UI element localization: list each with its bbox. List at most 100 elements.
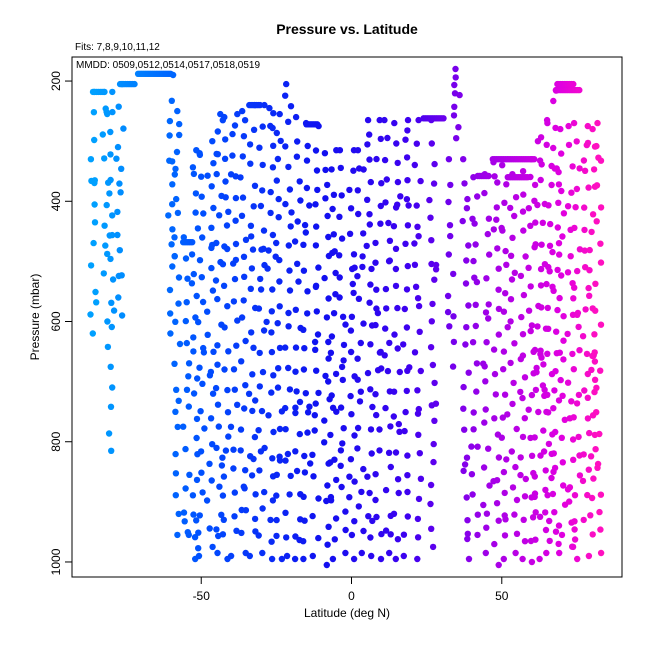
- data-point: [545, 409, 552, 416]
- data-point: [185, 373, 192, 380]
- data-point: [294, 260, 301, 267]
- data-point: [118, 312, 126, 319]
- data-point: [283, 534, 290, 541]
- data-point: [241, 117, 249, 124]
- data-point: [176, 340, 184, 348]
- data-point: [372, 471, 379, 478]
- data-point: [195, 529, 202, 536]
- data-point: [558, 272, 565, 279]
- data-point: [255, 532, 262, 539]
- data-point: [402, 240, 409, 247]
- data-point: [564, 379, 572, 386]
- data-point: [88, 177, 95, 185]
- data-point: [450, 338, 458, 346]
- data-point: [309, 512, 316, 520]
- data-point: [174, 423, 181, 431]
- data-point: [166, 117, 174, 125]
- data-point: [302, 229, 309, 236]
- data-point: [483, 339, 490, 346]
- data-point: [537, 282, 545, 289]
- data-point: [193, 415, 201, 423]
- data-point: [276, 303, 283, 310]
- data-point: [182, 317, 189, 325]
- data-point: [357, 388, 364, 395]
- data-point: [347, 327, 355, 334]
- data-point: [99, 131, 107, 138]
- data-point: [339, 313, 347, 320]
- data-point: [584, 491, 591, 499]
- data-point: [185, 403, 192, 410]
- data-point: [546, 268, 553, 275]
- data-point: [176, 120, 183, 128]
- data-point: [531, 156, 538, 163]
- data-point: [568, 189, 575, 196]
- data-point: [542, 486, 549, 494]
- data-point: [456, 91, 463, 99]
- data-point: [491, 415, 498, 422]
- data-point: [593, 384, 600, 391]
- data-point: [203, 497, 211, 504]
- data-point: [366, 211, 373, 218]
- data-point: [268, 308, 275, 315]
- data-point: [222, 136, 229, 143]
- data-point: [597, 491, 605, 498]
- y-axis-label: Pressure (mbar): [28, 274, 42, 361]
- data-point: [314, 121, 321, 128]
- data-point: [292, 404, 299, 411]
- data-point: [337, 164, 344, 172]
- data-point: [183, 386, 191, 393]
- data-point: [265, 412, 272, 419]
- data-point: [519, 394, 526, 402]
- data-point: [377, 220, 384, 227]
- data-point: [274, 384, 282, 391]
- data-point: [521, 415, 528, 422]
- data-point: [167, 330, 174, 337]
- data-point: [165, 212, 172, 219]
- data-point: [172, 318, 179, 325]
- data-point: [321, 150, 329, 157]
- data-point: [394, 345, 401, 352]
- data-point: [108, 447, 115, 454]
- data-point: [240, 297, 247, 304]
- data-point: [415, 302, 423, 310]
- data-point: [411, 161, 418, 169]
- data-point: [474, 443, 481, 450]
- data-point: [321, 439, 328, 446]
- data-point: [404, 452, 411, 459]
- data-point: [368, 450, 375, 457]
- data-point: [404, 177, 411, 184]
- data-point: [378, 530, 385, 538]
- data-point: [190, 348, 197, 355]
- data-point: [191, 534, 199, 541]
- data-point: [507, 252, 515, 259]
- x-axis: -50 0 50: [193, 576, 509, 603]
- data-point: [556, 349, 563, 356]
- data-point: [402, 408, 409, 416]
- data-point: [194, 375, 201, 382]
- data-point: [430, 440, 437, 448]
- data-point: [106, 190, 113, 197]
- data-point: [440, 115, 447, 122]
- data-point: [107, 363, 114, 370]
- data-point: [196, 151, 204, 159]
- data-point: [485, 315, 492, 322]
- data-point: [401, 305, 408, 313]
- data-point: [533, 364, 540, 372]
- data-point: [331, 536, 338, 543]
- data-point: [199, 380, 206, 387]
- data-point: [258, 407, 266, 415]
- data-point: [197, 408, 204, 415]
- data-point: [208, 244, 215, 252]
- data-point: [350, 251, 358, 258]
- data-point: [592, 280, 599, 287]
- data-point: [368, 552, 375, 560]
- data-point: [555, 540, 562, 548]
- data-point: [404, 488, 411, 496]
- data-point: [580, 516, 587, 524]
- data-point: [336, 294, 343, 301]
- data-point: [446, 323, 453, 330]
- data-point: [278, 555, 286, 563]
- data-point: [292, 113, 300, 121]
- data-point: [232, 217, 239, 224]
- data-point: [169, 201, 176, 208]
